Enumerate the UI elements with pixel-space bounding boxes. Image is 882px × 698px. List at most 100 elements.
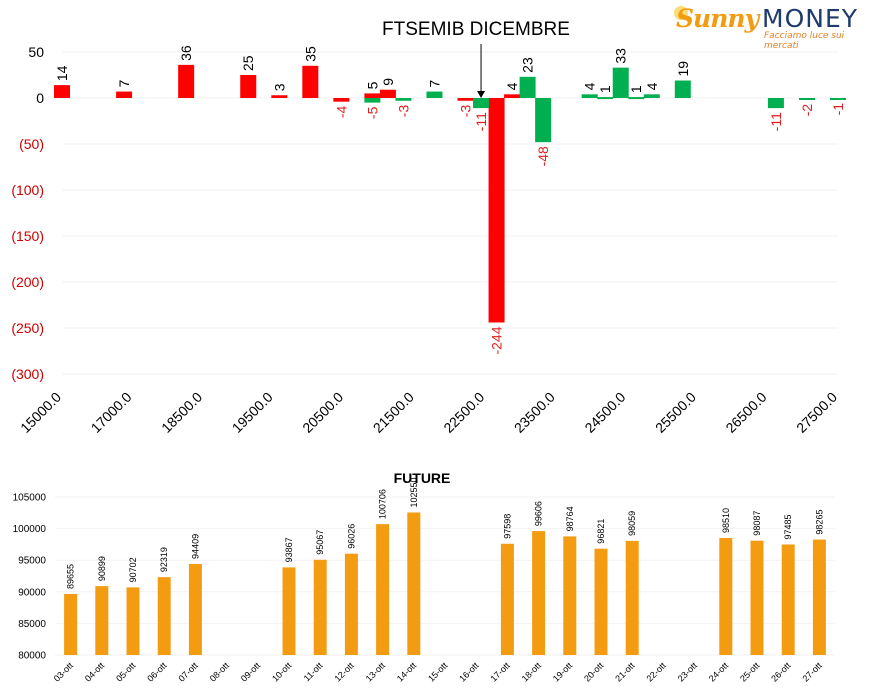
bar-green — [395, 98, 412, 101]
data-label: 98265 — [814, 510, 824, 535]
data-label: 1 — [628, 85, 644, 93]
x-tick-label: 20500.0 — [299, 389, 346, 436]
data-label: 19 — [675, 61, 691, 77]
data-label: 94409 — [190, 534, 200, 559]
x-tick-label: 09-ott — [239, 660, 263, 684]
y-tick-label: 80000 — [18, 651, 46, 662]
bar — [781, 544, 795, 655]
bar — [407, 512, 421, 655]
x-tick-label: 05-ott — [114, 660, 138, 684]
bar-green — [597, 97, 614, 100]
bar-red — [178, 64, 195, 98]
bar — [95, 586, 109, 655]
bar-green — [612, 67, 629, 98]
bar-red — [504, 94, 521, 98]
x-tick-label: 10-ott — [270, 660, 294, 684]
bar — [625, 540, 639, 655]
data-label: 1 — [597, 85, 613, 93]
annotation-arrow-head — [477, 91, 486, 98]
data-label: 100706 — [378, 489, 388, 519]
brand-logo: Sunny MONEY Facciamo luce sui mercati — [674, 4, 878, 51]
chart-title: FTSEMIB DICEMBRE — [382, 19, 570, 40]
data-label: 9 — [380, 78, 396, 86]
bar — [64, 593, 78, 655]
bar-green — [473, 98, 490, 109]
chart-title: FUTURE — [394, 470, 451, 486]
data-label: 90899 — [97, 556, 107, 581]
data-label: -1 — [830, 103, 846, 116]
y-tick-label: (50) — [19, 136, 44, 152]
data-label: -48 — [535, 146, 551, 166]
bar — [313, 559, 327, 655]
bar-green — [674, 80, 691, 98]
x-tick-label: 12-ott — [332, 660, 356, 684]
x-tick-label: 18-ott — [520, 660, 544, 684]
data-label: -244 — [489, 326, 505, 354]
brand-tagline: Facciamo luce sui mercati — [764, 31, 845, 51]
data-label: -2 — [799, 104, 815, 117]
bar-red — [271, 95, 288, 98]
x-tick-label: 24-ott — [707, 660, 731, 684]
x-tick-label: 19500.0 — [229, 389, 276, 436]
bar — [344, 553, 358, 655]
data-label: 93867 — [284, 537, 294, 562]
x-tick-label: 21-ott — [613, 660, 637, 684]
bar — [282, 567, 296, 655]
x-tick-label: 03-ott — [52, 660, 76, 684]
bar — [376, 524, 390, 655]
x-tick-label: 06-ott — [145, 660, 169, 684]
y-tick-label: (300) — [11, 366, 44, 382]
x-tick-label: 23-ott — [676, 660, 700, 684]
data-label: 36 — [178, 45, 194, 61]
x-tick-label: 21500.0 — [370, 389, 417, 436]
brand-name-sunny: Sunny — [676, 4, 759, 33]
x-tick-label: 22-ott — [644, 660, 668, 684]
bar — [812, 539, 826, 655]
bar-red — [364, 93, 381, 98]
data-label: -5 — [364, 106, 380, 119]
bar-red — [302, 65, 319, 98]
bar-green — [364, 98, 381, 103]
data-label: 5 — [364, 81, 380, 89]
data-label: 7 — [116, 80, 132, 88]
data-label: 7 — [426, 80, 442, 88]
data-label: 4 — [582, 82, 598, 90]
bar-green — [426, 91, 443, 98]
bar — [719, 538, 733, 655]
x-tick-label: 27-ott — [800, 660, 824, 684]
y-tick-label: 85000 — [18, 619, 46, 630]
data-label: -3 — [395, 105, 411, 118]
bar — [157, 577, 171, 655]
y-tick-label: 100000 — [13, 524, 47, 535]
bar-red — [333, 98, 350, 102]
x-tick-label: 25-ott — [738, 660, 762, 684]
bar — [188, 563, 202, 655]
data-label: -11 — [768, 112, 784, 131]
bar-green — [830, 98, 846, 100]
x-tick-label: 08-ott — [208, 660, 232, 684]
x-tick-label: 04-ott — [83, 660, 107, 684]
data-label: -3 — [458, 105, 474, 118]
data-label: -11 — [473, 112, 489, 131]
data-label: 95067 — [315, 530, 325, 555]
y-tick-label: 95000 — [18, 556, 46, 567]
x-tick-label: 26500.0 — [722, 389, 769, 436]
data-label: 3 — [271, 83, 287, 91]
bar-red — [240, 75, 257, 98]
x-tick-label: 17000.0 — [88, 389, 135, 436]
x-tick-label: 22500.0 — [440, 389, 487, 436]
data-label: 96821 — [596, 519, 606, 544]
x-tick-label: 17-ott — [488, 660, 512, 684]
data-label: 98510 — [721, 508, 731, 533]
sun-icon — [674, 6, 688, 20]
bar-red — [379, 89, 396, 98]
x-tick-label: 24500.0 — [581, 389, 628, 436]
bar — [563, 536, 577, 655]
x-tick-label: 19-ott — [551, 660, 575, 684]
x-tick-label: 15000.0 — [17, 389, 64, 436]
y-tick-label: (250) — [11, 320, 44, 336]
data-label: 4 — [504, 82, 520, 90]
bar — [594, 548, 608, 655]
y-tick-label: 50 — [28, 44, 44, 60]
